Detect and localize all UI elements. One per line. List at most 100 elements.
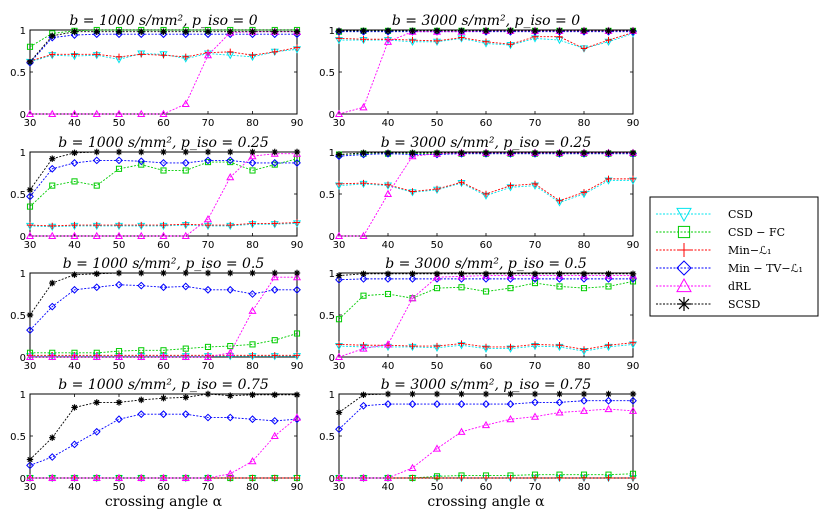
data-point bbox=[227, 28, 234, 35]
data-point bbox=[160, 269, 167, 277]
data-point bbox=[507, 27, 514, 35]
data-point bbox=[335, 151, 343, 158]
data-point bbox=[507, 149, 514, 157]
series-line bbox=[29, 159, 297, 197]
data-point bbox=[26, 311, 34, 319]
data-point bbox=[182, 394, 189, 401]
x-tick-label: 60 bbox=[157, 118, 170, 129]
data-point bbox=[605, 342, 612, 349]
y-tick-label: 0 bbox=[20, 110, 26, 121]
data-point bbox=[482, 190, 490, 198]
data-point bbox=[629, 390, 637, 398]
data-point bbox=[248, 415, 257, 424]
series-SCSD bbox=[335, 390, 637, 416]
x-tick-label: 30 bbox=[24, 118, 37, 129]
data-point bbox=[335, 35, 343, 42]
data-point bbox=[506, 400, 515, 408]
legend-item: CSD bbox=[656, 207, 753, 223]
data-point bbox=[160, 28, 167, 35]
data-point bbox=[458, 474, 465, 482]
data-point bbox=[92, 352, 101, 361]
data-point bbox=[249, 28, 256, 35]
legend-item: Min−ℒ₁ bbox=[656, 243, 771, 257]
y-tick-label: 1 bbox=[20, 390, 26, 401]
data-point bbox=[248, 456, 257, 465]
data-point bbox=[159, 159, 168, 167]
data-point bbox=[159, 51, 168, 59]
series-line bbox=[338, 30, 633, 115]
data-point bbox=[383, 189, 393, 198]
data-point bbox=[458, 270, 465, 278]
data-point bbox=[293, 44, 301, 51]
data-point bbox=[360, 149, 367, 157]
data-point bbox=[70, 109, 79, 118]
data-point bbox=[25, 109, 35, 118]
data-point bbox=[408, 274, 417, 283]
series-CSD − FC bbox=[26, 155, 301, 210]
legend-label: SCSD bbox=[728, 298, 760, 311]
data-point bbox=[433, 400, 441, 408]
data-point bbox=[580, 285, 588, 292]
data-point bbox=[115, 280, 123, 289]
panel-7: 30 40 50 60 70 80 90 0 0.5 1 b = 1000 s/mm², p_iso… bbox=[10, 377, 303, 510]
data-point bbox=[293, 219, 301, 226]
y-tick-label: 1 bbox=[329, 269, 335, 280]
series-line bbox=[29, 284, 297, 331]
data-point bbox=[227, 221, 234, 229]
data-point bbox=[248, 159, 257, 167]
data-point bbox=[159, 473, 168, 482]
x-axis-label: crossing angle α bbox=[105, 494, 223, 510]
series-line bbox=[338, 280, 634, 320]
data-point bbox=[115, 399, 123, 406]
data-point bbox=[249, 148, 256, 156]
data-point bbox=[293, 330, 301, 337]
data-point bbox=[204, 221, 212, 229]
data-point bbox=[49, 434, 56, 441]
data-point bbox=[334, 473, 344, 482]
data-point bbox=[48, 33, 57, 42]
data-point bbox=[408, 293, 417, 302]
data-point bbox=[92, 156, 101, 165]
legend-marker bbox=[677, 243, 691, 257]
legend-frame bbox=[649, 196, 819, 317]
y-tick-label: 1 bbox=[329, 390, 335, 401]
data-point bbox=[270, 272, 279, 281]
data-point bbox=[605, 390, 612, 398]
x-tick-label: 30 bbox=[333, 240, 346, 251]
data-point bbox=[270, 285, 279, 294]
data-point bbox=[137, 473, 146, 482]
data-point bbox=[293, 391, 301, 399]
x-tick-label: 60 bbox=[157, 361, 170, 372]
data-point bbox=[432, 272, 442, 281]
series-SCSD bbox=[335, 149, 637, 158]
x-tick-label: 50 bbox=[113, 118, 126, 129]
series-Min − TV−ℒ₁ bbox=[26, 280, 301, 335]
data-point bbox=[335, 275, 343, 284]
data-point bbox=[293, 352, 301, 359]
panel-title: b = 1000 s/mm², p_iso = 0 bbox=[69, 13, 257, 29]
series-dRL bbox=[334, 404, 638, 482]
data-point bbox=[203, 214, 213, 223]
series-Min − TV−ℒ₁ bbox=[26, 156, 301, 201]
data-point bbox=[293, 159, 301, 167]
series-SCSD bbox=[26, 390, 301, 463]
data-point bbox=[359, 231, 368, 240]
data-point bbox=[359, 103, 368, 111]
data-point bbox=[482, 390, 490, 398]
data-point bbox=[457, 400, 466, 408]
data-point bbox=[25, 473, 35, 482]
data-point bbox=[70, 473, 79, 482]
x-tick-label: 90 bbox=[627, 240, 640, 251]
data-point bbox=[182, 345, 189, 352]
data-point bbox=[531, 398, 539, 407]
y-tick-label: 0.5 bbox=[10, 68, 26, 79]
data-point bbox=[580, 474, 588, 482]
data-point bbox=[556, 283, 563, 290]
x-tick-label: 70 bbox=[202, 361, 215, 372]
data-point bbox=[48, 231, 57, 240]
data-point bbox=[25, 231, 35, 240]
data-point bbox=[160, 221, 167, 229]
legend-marker bbox=[676, 260, 692, 276]
panel-3: 30 40 50 60 70 80 90 0 0.5 1 b = 1000 s/mm², p_iso… bbox=[10, 135, 303, 251]
data-point bbox=[531, 27, 539, 35]
